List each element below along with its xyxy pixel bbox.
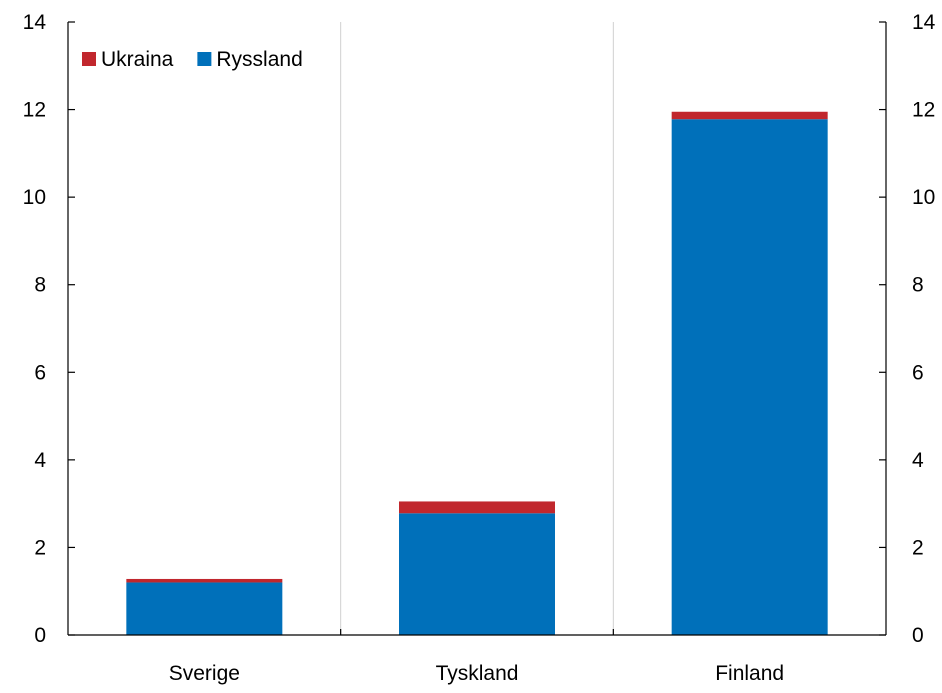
right-y-tick-label: 8: [912, 274, 924, 297]
bar-ryssland-finland: [671, 119, 828, 635]
x-tick-label-finland: Finland: [715, 662, 784, 685]
right-y-tick-label: 12: [912, 99, 935, 122]
right-y-tick-label: 0: [912, 624, 924, 647]
axes-layer: 0 0 2 2 4 4 6 6 8 8 10 10 12 12 14 14 Sverige Tyskland Fin…: [23, 11, 936, 685]
bar-ukraina-sverige: [126, 578, 283, 583]
left-y-tick-label: 14: [23, 11, 47, 34]
x-tick-label-sverige: Sverige: [169, 662, 240, 685]
legend-label-ukraina: Ukraina: [101, 48, 174, 71]
right-y-tick-label: 14: [912, 11, 936, 34]
legend-swatch-ryssland: [197, 52, 212, 66]
x-tick-label-tyskland: Tyskland: [436, 662, 519, 685]
bars-layer: [126, 111, 828, 635]
left-y-tick-label: 12: [23, 99, 46, 122]
right-y-tick-label: 10: [912, 186, 935, 209]
grid-layer: [340, 22, 614, 635]
left-y-tick-label: 10: [23, 186, 46, 209]
left-y-tick-label: 4: [34, 449, 46, 472]
bar-ukraina-tyskland: [399, 501, 555, 514]
right-y-tick-label: 6: [912, 361, 924, 384]
bar-ryssland-tyskland: [399, 513, 555, 635]
left-y-tick-label: 8: [34, 274, 46, 297]
left-y-tick-label: 0: [34, 624, 46, 647]
legend-swatch-ukraina: [82, 52, 96, 66]
legend-label-ryssland: Ryssland: [216, 48, 302, 71]
bar-ryssland-sverige: [126, 582, 283, 635]
left-y-tick-label: 2: [34, 536, 46, 559]
legend: Ukraina Ryssland: [82, 48, 303, 71]
right-y-tick-label: 4: [912, 449, 924, 472]
right-y-tick-label: 2: [912, 536, 924, 559]
left-y-tick-label: 6: [34, 361, 46, 384]
bar-ukraina-finland: [671, 111, 828, 120]
